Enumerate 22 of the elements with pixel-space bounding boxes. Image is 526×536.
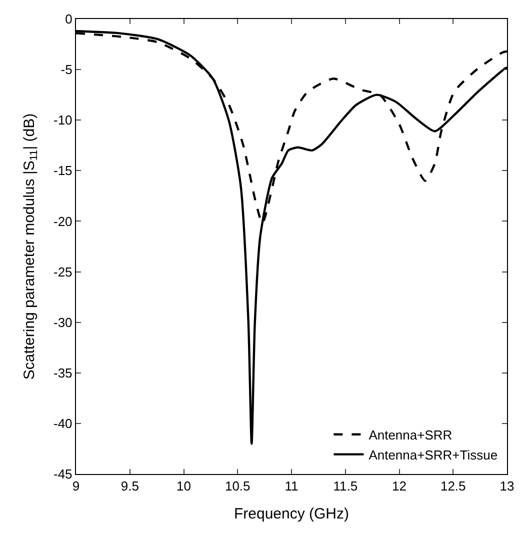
x-tick-label: 13 [500,478,514,494]
x-tick-label: 12 [392,478,406,494]
y-tick-label: -15 [54,163,72,178]
y-tick-label: -10 [54,112,72,128]
x-tick-label: 9.5 [120,478,139,494]
y-tick-label: -40 [54,416,72,431]
x-tick-label: 11.5 [333,478,358,494]
x-axis-title: Frequency (GHz) [234,506,350,523]
x-tick-label: 10 [176,478,191,494]
y-tick-label: -45 [54,466,72,482]
x-tick-label: 11 [284,478,298,494]
y-tick-label: -20 [54,214,72,229]
x-tick-label: 9 [72,478,80,494]
legend-label: Antenna+SRR [368,427,452,442]
x-tick-label: 10.5 [224,478,250,494]
x-tick-label: 12.5 [440,478,466,494]
y-tick-label: -35 [54,365,72,380]
y-tick-label: -5 [60,62,72,78]
y-tick-label: -30 [54,314,72,330]
legend-label: Antenna+SRR+Tissue [368,447,498,462]
y-tick-label: -25 [54,264,72,280]
y-tick-label: 0 [65,12,72,27]
